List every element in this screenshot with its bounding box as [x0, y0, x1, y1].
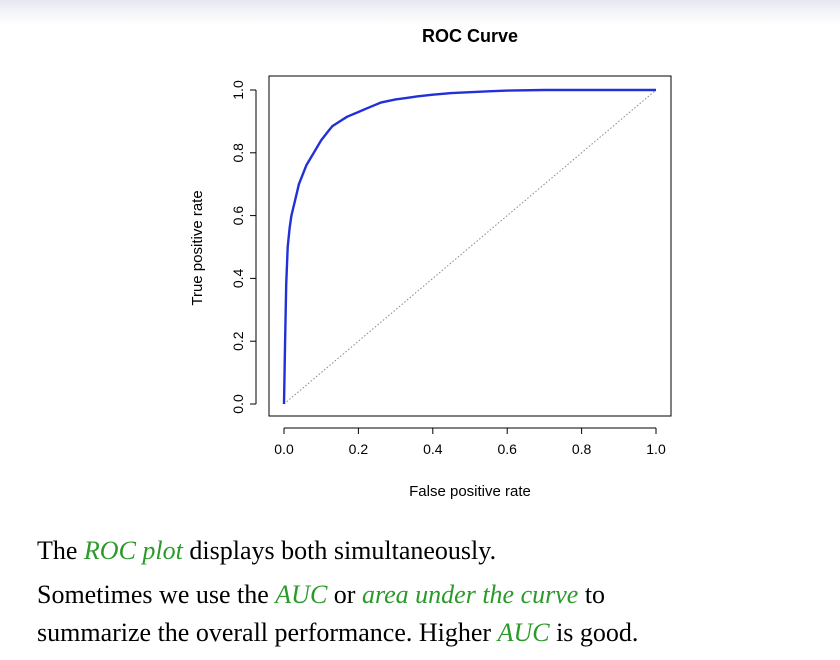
x-tick-label: 0.2: [349, 441, 369, 457]
x-tick-label: 0.6: [497, 441, 517, 457]
y-tick-label: 1.0: [230, 80, 246, 100]
y-tick-label: 0.6: [230, 206, 246, 226]
y-axis: 0.0 0.2 0.4 0.6 0.8 1.0: [230, 80, 257, 414]
caption-text: is good.: [549, 618, 639, 647]
chart-title: ROC Curve: [422, 26, 518, 46]
plot-box: [268, 75, 672, 417]
roc-chart: ROC Curve 0.0 0.2 0.4 0.6 0.8 1.0 0.00.20.40.…: [189, 26, 672, 500]
caption-text: summarize the overall performance. Highe…: [37, 618, 498, 647]
y-tick-label: 0.8: [230, 143, 246, 163]
reference-diagonal: [283, 89, 657, 405]
x-axis-label: False positive rate: [409, 483, 531, 500]
y-tick-label: 0.0: [230, 394, 246, 414]
y-axis-label: True positive rate: [189, 190, 206, 305]
x-tick-label: 0.0: [274, 441, 294, 457]
caption-text: displays both simultaneously.: [182, 536, 497, 565]
area-under-curve-term: area under the curve: [361, 580, 579, 609]
caption-text: to: [578, 580, 606, 609]
caption-text: or: [327, 580, 362, 609]
caption-line-1: The ROC plot displays both simultaneousl…: [37, 532, 496, 570]
x-tick-label: 0.8: [572, 441, 592, 457]
caption-text: The: [37, 536, 84, 565]
y-tick-label: 0.2: [230, 331, 246, 351]
y-tick-label: 0.4: [230, 268, 246, 288]
x-axis: 0.0 0.2 0.4 0.6 0.8 1.0: [274, 427, 666, 457]
roc-curve-line: [282, 88, 656, 405]
auc-term: AUC: [497, 618, 550, 647]
x-tick-label: 0.4: [423, 441, 443, 457]
caption-line-2: Sometimes we use the AUC or area under t…: [37, 576, 605, 614]
auc-term: AUC: [275, 580, 328, 609]
roc-plot-term: ROC plot: [83, 536, 183, 565]
caption-line-3: summarize the overall performance. Highe…: [37, 614, 638, 652]
caption-text: Sometimes we use the: [37, 580, 276, 609]
x-tick-label: 1.0: [646, 441, 666, 457]
